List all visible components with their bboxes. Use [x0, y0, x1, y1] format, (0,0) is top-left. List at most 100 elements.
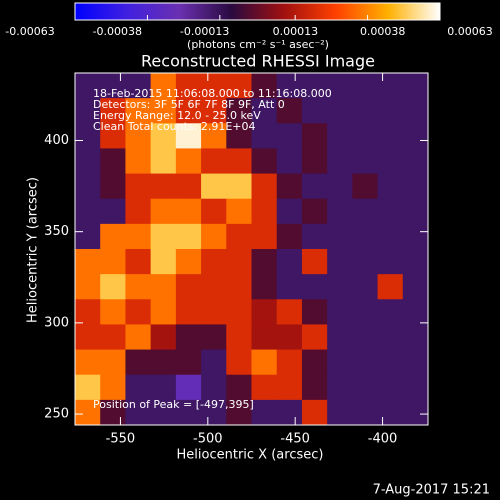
heatmap-cell: [100, 198, 126, 225]
heatmap-cell: [402, 198, 429, 225]
heatmap-cell: [251, 349, 278, 376]
y-tick-label: 300: [44, 315, 69, 330]
heatmap-cell: [251, 249, 278, 275]
heatmap-cell: [100, 223, 126, 250]
heatmap-cell: [75, 399, 101, 426]
heatmap-cell: [201, 324, 227, 351]
heatmap-cell: [226, 123, 252, 149]
heatmap-cell: [352, 98, 379, 124]
heatmap-cell: [301, 374, 328, 401]
heatmap-cell: [150, 299, 177, 325]
heatmap-cell: [377, 223, 404, 250]
heatmap-cell: [276, 324, 303, 351]
heatmap-cell: [75, 173, 101, 200]
heatmap-cell: [251, 198, 278, 225]
heatmap-cell: [251, 123, 278, 149]
colorbar-tick-label: 0.00013: [273, 25, 319, 38]
colorbar-tick-label: -0.00063: [5, 25, 54, 38]
heatmap-cell: [327, 223, 353, 250]
heatmap-cell: [226, 274, 252, 300]
heatmap-cell: [301, 399, 328, 426]
heatmap-cell: [226, 223, 252, 250]
heatmap-cell: [226, 249, 252, 275]
y-tick-label: 250: [44, 407, 69, 422]
heatmap-cell: [377, 349, 404, 376]
heatmap-cell: [201, 274, 227, 300]
heatmap-cell: [352, 223, 379, 250]
heatmap-cell: [377, 324, 404, 351]
heatmap-cell: [125, 98, 152, 124]
heatmap-cell: [327, 399, 353, 426]
heatmap-cell: [175, 324, 202, 351]
heatmap-cell: [125, 374, 152, 401]
annotation: 18-Feb-2015 11:06:08.000 to 11:16:08.000: [93, 87, 332, 100]
heatmap-cell: [75, 198, 101, 225]
x-tick-label: -550: [106, 432, 136, 447]
heatmap-cell: [377, 173, 404, 200]
heatmap-cell: [352, 249, 379, 275]
heatmap-cell: [201, 399, 227, 426]
heatmap-cell: [301, 173, 328, 200]
heatmap-cell: [251, 274, 278, 300]
heatmap-cell: [327, 299, 353, 325]
heatmap-cell: [125, 123, 152, 149]
heatmap-cell: [377, 148, 404, 175]
heatmap-cell: [75, 148, 101, 175]
heatmap-cell: [377, 249, 404, 275]
heatmap-cell: [251, 374, 278, 401]
heatmap-cell: [125, 299, 152, 325]
heatmap-cell: [100, 399, 126, 426]
annotation: Clean Total counts: 2.91E+04: [93, 120, 256, 133]
heatmap-cell: [301, 98, 328, 124]
heatmap-cell: [352, 274, 379, 300]
heatmap-cell: [150, 148, 177, 175]
colorbar-label: (photons cm⁻² s⁻¹ asec⁻²): [187, 38, 329, 51]
heatmap-cell: [352, 399, 379, 426]
heatmap-cell: [100, 123, 126, 149]
heatmap-cell: [175, 173, 202, 200]
heatmap-cell: [201, 299, 227, 325]
heatmap-cell: [402, 173, 429, 200]
plot-frame: [74, 72, 429, 426]
heatmap-cell: [327, 374, 353, 401]
heatmap-cell: [402, 274, 429, 300]
heatmap-cell: [100, 349, 126, 376]
heatmap-cell: [226, 349, 252, 376]
heatmap-cell: [226, 73, 252, 99]
heatmap-cell: [327, 349, 353, 376]
heatmap-cell: [276, 249, 303, 275]
x-tick-label: -400: [368, 432, 398, 447]
heatmap-cell: [352, 374, 379, 401]
chart-title: Reconstructed RHESSI Image: [141, 52, 375, 71]
heatmap-cell: [150, 98, 177, 124]
heatmap-cell: [377, 123, 404, 149]
heatmap-cell: [175, 374, 202, 401]
heatmap-cell: [251, 173, 278, 200]
heatmap-cell: [125, 324, 152, 351]
heatmap-cell: [201, 148, 227, 175]
heatmap-cell: [301, 299, 328, 325]
x-tick-label: -500: [193, 432, 223, 447]
heatmap-cell: [327, 98, 353, 124]
colorbar: [74, 2, 441, 21]
heatmap-cell: [125, 173, 152, 200]
heatmap-cell: [75, 349, 101, 376]
heatmap-cell: [125, 223, 152, 250]
colorbar-tick-label: 0.00063: [447, 25, 493, 38]
colorbar-tick-label: -0.00038: [93, 25, 142, 38]
heatmap-cell: [377, 374, 404, 401]
heatmap-cell: [125, 198, 152, 225]
heatmap-cell: [377, 73, 404, 99]
heatmap-cell: [125, 399, 152, 426]
heatmap-cell: [301, 324, 328, 351]
heatmap-cell: [226, 399, 252, 426]
heatmap-cell: [301, 73, 328, 99]
heatmap-cell: [327, 249, 353, 275]
heatmap-cell: [377, 274, 404, 300]
heatmap-cell: [150, 173, 177, 200]
heatmap-cell: [150, 399, 177, 426]
heatmap-cell: [327, 274, 353, 300]
heatmap-cell: [100, 324, 126, 351]
heatmap-cell: [301, 249, 328, 275]
heatmap-cell: [201, 249, 227, 275]
